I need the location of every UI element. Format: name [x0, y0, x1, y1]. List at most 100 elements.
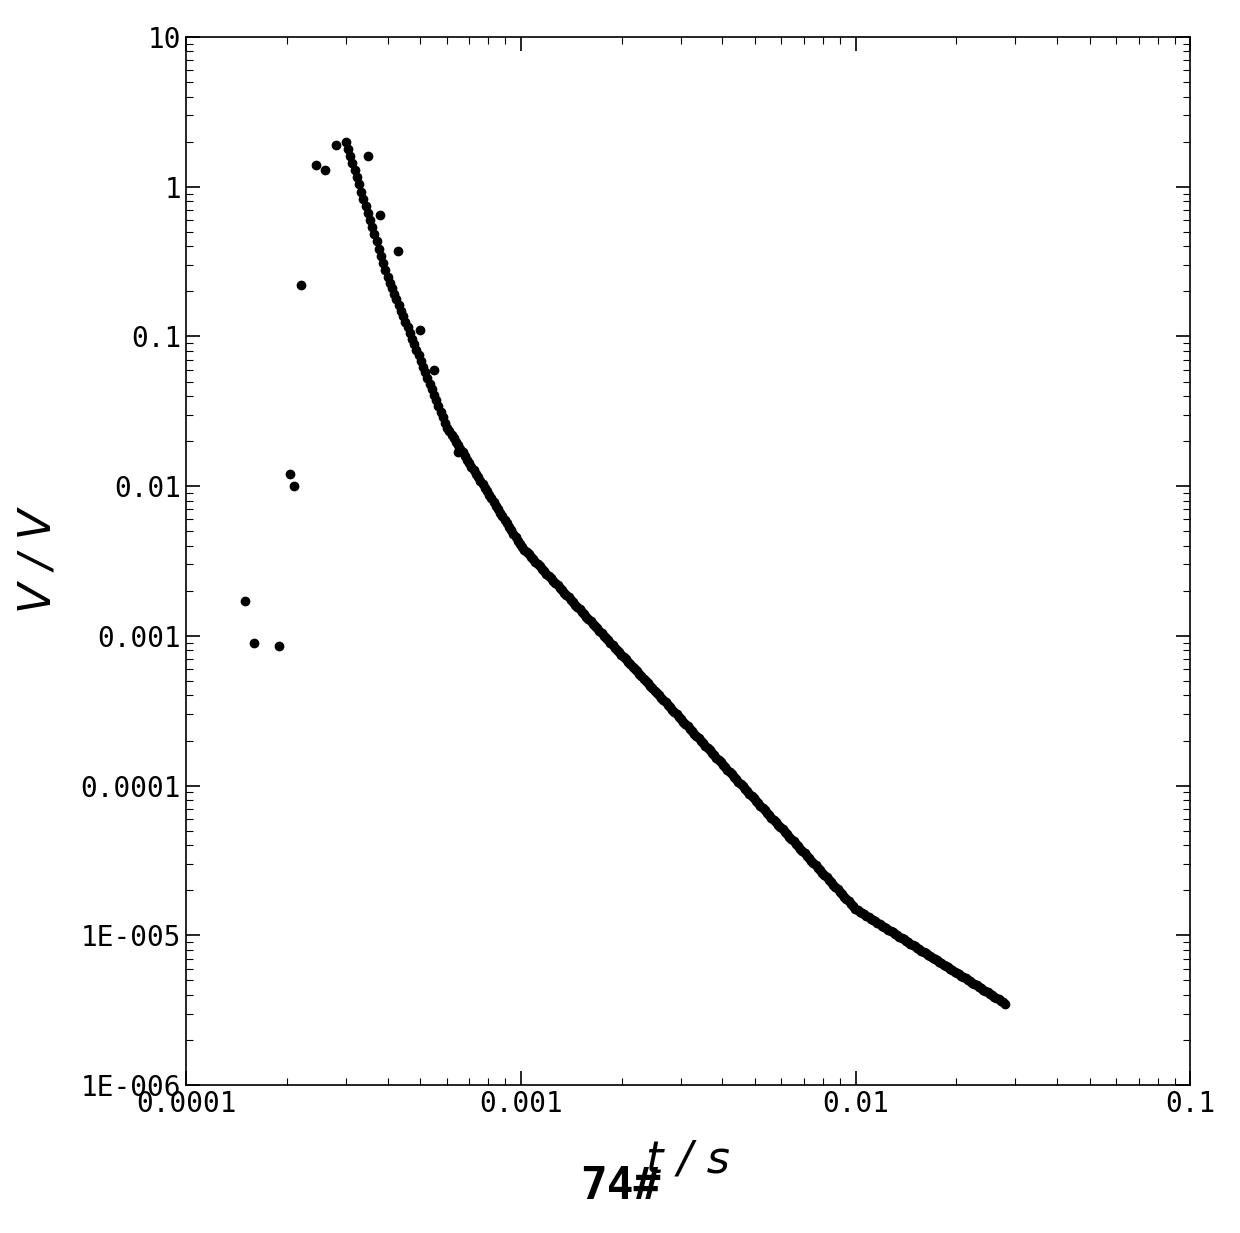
Point	[565, 594, 585, 614]
Point	[464, 460, 484, 480]
Point	[968, 977, 988, 996]
Point	[284, 476, 304, 496]
Point	[916, 943, 936, 963]
Point	[823, 874, 843, 894]
Point	[835, 887, 854, 906]
Point	[704, 745, 724, 764]
Point	[987, 988, 1007, 1007]
Point	[746, 790, 766, 810]
Point	[911, 941, 931, 961]
Point	[634, 668, 653, 688]
Point	[557, 586, 577, 605]
Point	[546, 573, 565, 593]
Point	[591, 624, 611, 644]
Point	[645, 681, 665, 700]
Point	[427, 391, 446, 411]
Point	[600, 633, 620, 652]
Point	[458, 450, 477, 470]
Point	[801, 851, 821, 870]
Point	[475, 478, 495, 498]
Point	[619, 652, 639, 672]
Point	[718, 760, 738, 779]
Point	[526, 551, 546, 571]
Point	[735, 779, 755, 799]
Point	[874, 917, 894, 937]
Point	[863, 910, 883, 930]
Point	[435, 413, 455, 433]
Point	[804, 853, 823, 873]
Point	[599, 630, 619, 650]
Point	[639, 673, 658, 693]
Point	[758, 803, 777, 822]
Point	[869, 914, 889, 933]
Point	[909, 940, 929, 959]
Point	[918, 944, 937, 964]
Point	[967, 975, 987, 995]
Point	[923, 948, 942, 968]
Point	[991, 991, 1011, 1011]
Point	[441, 425, 461, 445]
Point	[528, 554, 548, 573]
Point	[315, 160, 335, 180]
Point	[280, 465, 300, 485]
Point	[371, 245, 391, 265]
Point	[982, 985, 1002, 1005]
Point	[877, 919, 897, 938]
Point	[472, 475, 492, 494]
Point	[415, 363, 435, 382]
Point	[459, 454, 479, 473]
Point	[671, 709, 691, 729]
Point	[773, 820, 792, 840]
Point	[433, 407, 453, 427]
Point	[730, 774, 750, 794]
Point	[684, 724, 704, 743]
Point	[501, 520, 521, 540]
Point	[365, 224, 384, 244]
Point	[647, 683, 667, 703]
Point	[605, 637, 625, 657]
Point	[707, 747, 727, 767]
Point	[945, 962, 965, 981]
Point	[775, 822, 795, 842]
Point	[985, 986, 1004, 1006]
Point	[450, 439, 470, 459]
Point	[413, 356, 433, 376]
Point	[727, 769, 746, 789]
Point	[609, 642, 629, 662]
Point	[611, 645, 631, 665]
Point	[843, 896, 863, 916]
Point	[662, 700, 682, 720]
Point	[336, 132, 356, 152]
Point	[658, 695, 678, 715]
Point	[925, 949, 945, 969]
Point	[497, 513, 517, 533]
X-axis label: t / s: t / s	[646, 1139, 730, 1181]
Point	[402, 329, 422, 349]
Point	[988, 990, 1008, 1010]
Point	[479, 485, 498, 504]
Point	[857, 906, 877, 926]
Point	[649, 686, 668, 705]
Point	[868, 912, 888, 932]
Point	[495, 509, 515, 529]
Point	[498, 517, 518, 536]
Point	[653, 690, 673, 710]
Point	[453, 443, 472, 462]
Point	[388, 242, 408, 261]
Point	[699, 741, 719, 761]
Point	[818, 870, 838, 890]
Point	[410, 351, 430, 371]
Point	[713, 755, 733, 774]
Point	[903, 935, 923, 954]
Point	[976, 981, 996, 1001]
Point	[373, 253, 393, 272]
Point	[808, 858, 828, 878]
Point	[508, 531, 528, 551]
Point	[722, 764, 742, 784]
Point	[821, 873, 841, 893]
Point	[391, 301, 410, 321]
Point	[885, 924, 905, 943]
Point	[978, 983, 998, 1002]
Point	[742, 787, 761, 806]
Point	[515, 540, 534, 560]
